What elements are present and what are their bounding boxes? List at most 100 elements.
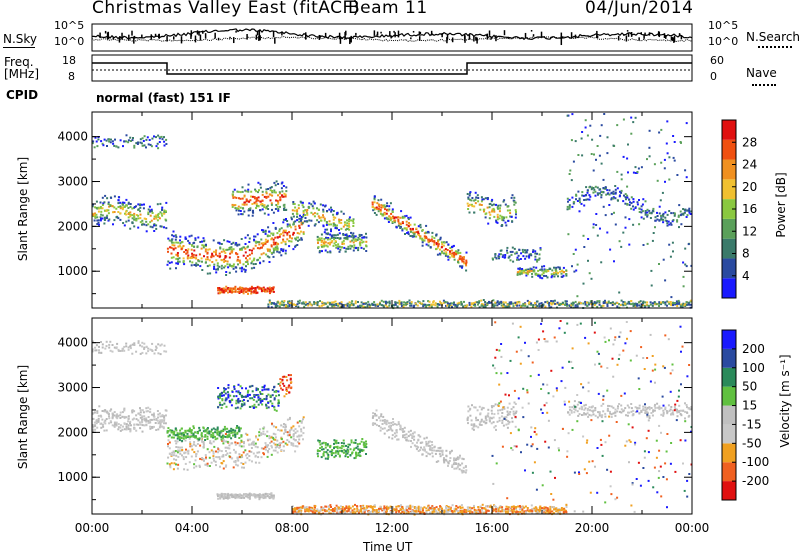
power-cell <box>348 301 351 304</box>
power-cell <box>436 303 439 305</box>
power-cell <box>440 241 443 244</box>
velocity-cell <box>170 454 173 457</box>
power-cell <box>147 143 150 146</box>
power-cell <box>526 273 529 276</box>
power-cell <box>437 244 440 247</box>
power-cell <box>246 260 249 263</box>
power-cell <box>362 305 365 308</box>
power-cell <box>266 240 269 243</box>
power-cell <box>150 219 153 222</box>
power-cell <box>261 203 264 205</box>
power-cell <box>421 302 423 305</box>
velocity-cell <box>273 406 276 409</box>
power-cell <box>97 210 100 213</box>
power-cell <box>272 222 275 224</box>
power-cell <box>466 202 469 205</box>
power-cell <box>518 304 521 307</box>
velocity-cell <box>141 424 144 427</box>
power-cell <box>682 213 685 216</box>
velocity-cell <box>287 386 290 389</box>
power-cell <box>235 242 238 245</box>
velocity-cell <box>507 422 510 425</box>
power-cell <box>99 216 102 219</box>
velocity-cell <box>355 455 358 457</box>
velocity-cell <box>419 435 422 438</box>
velocity-cell <box>638 404 641 407</box>
velocity-cell <box>91 348 94 351</box>
power-cell <box>451 306 453 309</box>
power-cell <box>166 263 169 266</box>
power-cell <box>490 200 493 203</box>
power-cell <box>412 227 414 230</box>
power-cell <box>627 171 629 174</box>
velocity-cell <box>225 430 228 433</box>
power-cell <box>103 138 106 141</box>
velocity-cell <box>437 460 440 463</box>
noise-spike <box>393 30 395 33</box>
velocity-cell <box>372 412 375 415</box>
velocity-cell <box>101 346 104 349</box>
power-cell <box>484 301 487 303</box>
velocity-cell <box>190 435 193 438</box>
power-cell <box>644 301 647 304</box>
power-cell <box>336 212 339 215</box>
power-cell <box>113 195 116 198</box>
velocity-cell <box>357 452 360 454</box>
velocity-cell <box>455 467 458 470</box>
velocity-cell <box>267 393 270 396</box>
velocity-cell <box>230 399 233 401</box>
power-cell <box>94 215 97 218</box>
power-cell <box>256 233 259 236</box>
power-cell <box>561 301 564 304</box>
velocity-cell <box>232 395 235 398</box>
power-cell <box>298 220 301 223</box>
velocity-cell <box>288 384 291 387</box>
velocity-cell <box>179 446 182 449</box>
power-cell <box>449 251 452 254</box>
power-cell <box>288 300 291 303</box>
velocity-cell <box>475 419 478 422</box>
velocity-cell <box>602 402 605 405</box>
power-cell <box>139 141 142 144</box>
power-cell <box>172 235 175 238</box>
power-cell <box>352 218 355 221</box>
power-cell <box>480 204 483 206</box>
power-cell <box>421 237 424 240</box>
velocity-cell <box>117 423 120 426</box>
power-cell <box>145 220 148 223</box>
velocity-cell <box>135 418 138 421</box>
power-cell <box>262 242 265 245</box>
power-cell <box>284 240 287 243</box>
velocity-cell <box>97 414 100 417</box>
power-cell <box>254 188 257 191</box>
power-cell <box>633 304 636 307</box>
power-cell <box>201 240 203 243</box>
velocity-cell <box>630 403 633 405</box>
velocity-cell <box>186 429 189 432</box>
power-cell <box>191 244 193 247</box>
velocity-cell <box>97 419 100 422</box>
power-cell <box>266 239 269 242</box>
power-cell <box>149 214 152 217</box>
velocity-cell <box>233 385 236 388</box>
power-cell <box>238 292 241 294</box>
velocity-cell <box>322 441 325 444</box>
power-cell <box>239 267 242 270</box>
power-cell <box>330 228 332 231</box>
velocity-cell <box>205 457 207 460</box>
velocity-cell <box>261 393 264 395</box>
velocity-cell <box>433 446 436 449</box>
power-cell <box>528 301 531 303</box>
power-cell <box>304 303 307 306</box>
power-cell <box>260 288 263 291</box>
power-cell <box>232 190 235 193</box>
velocity-cell <box>278 443 281 445</box>
power-cell <box>380 198 383 201</box>
power-cell <box>682 285 685 288</box>
power-cell <box>248 289 251 292</box>
velocity-cell <box>160 343 163 346</box>
power-cell <box>244 236 247 239</box>
power-cell <box>243 203 246 206</box>
power-cell <box>502 254 505 257</box>
power-cell <box>293 203 296 205</box>
